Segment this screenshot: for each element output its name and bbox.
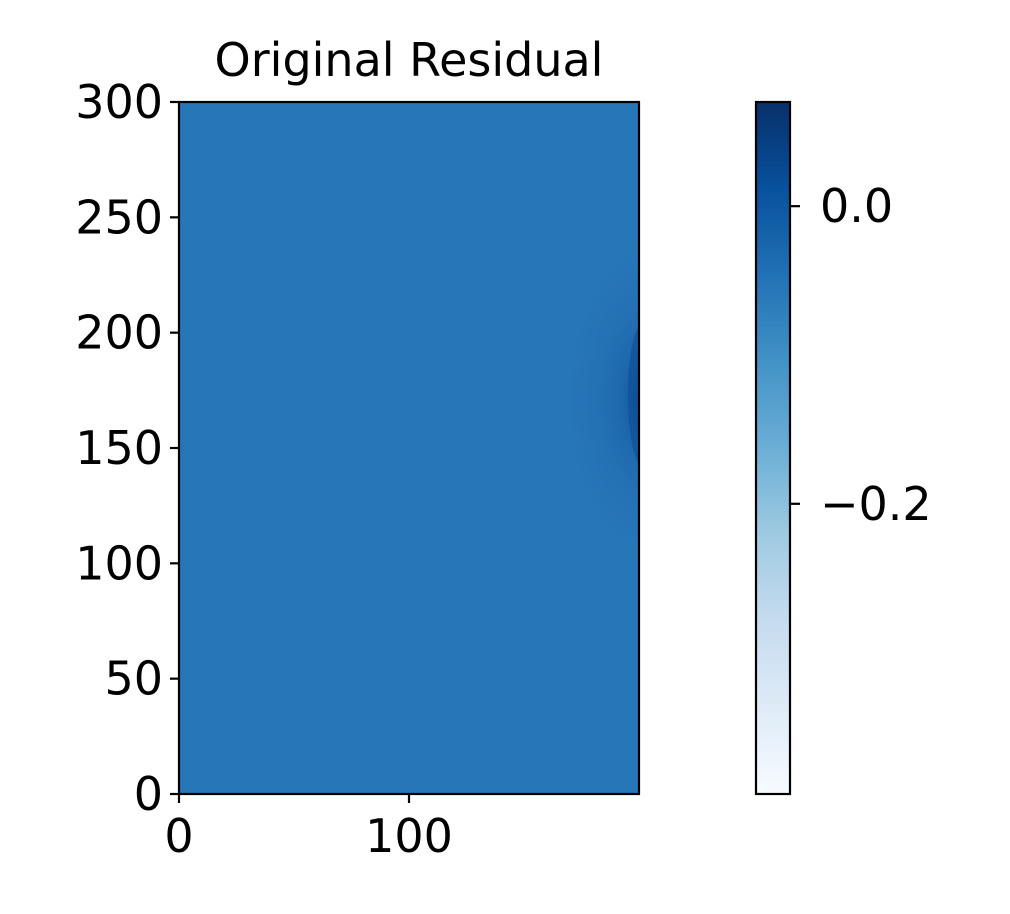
colorbar-frame [754, 100, 792, 796]
y-tick-label: 150 [75, 421, 163, 475]
y-tick-label: 50 [104, 652, 163, 706]
y-tick-label: 250 [75, 190, 163, 244]
y-tick-label: 200 [75, 306, 163, 360]
heatmap-edge-feature [558, 230, 639, 570]
colorbar-tick-label: 0.0 [820, 179, 893, 233]
heatmap-edge-core [628, 326, 639, 464]
chart-title: Original Residual [215, 33, 604, 87]
colorbar: 0.0 −0.2 [754, 100, 932, 796]
y-axis: 0 50 100 150 200 250 300 [75, 75, 179, 821]
y-tick-label: 100 [75, 536, 163, 590]
x-axis: 0 100 [164, 794, 453, 863]
colorbar-ticks: 0.0 −0.2 [790, 179, 932, 531]
y-tick-label: 300 [75, 75, 163, 129]
heatmap [179, 102, 639, 794]
x-tick-label: 100 [365, 809, 453, 863]
y-tick-label: 0 [134, 767, 163, 821]
colorbar-tick-label: −0.2 [820, 477, 932, 531]
colorbar-fill [756, 102, 790, 794]
x-tick-label: 0 [164, 809, 193, 863]
